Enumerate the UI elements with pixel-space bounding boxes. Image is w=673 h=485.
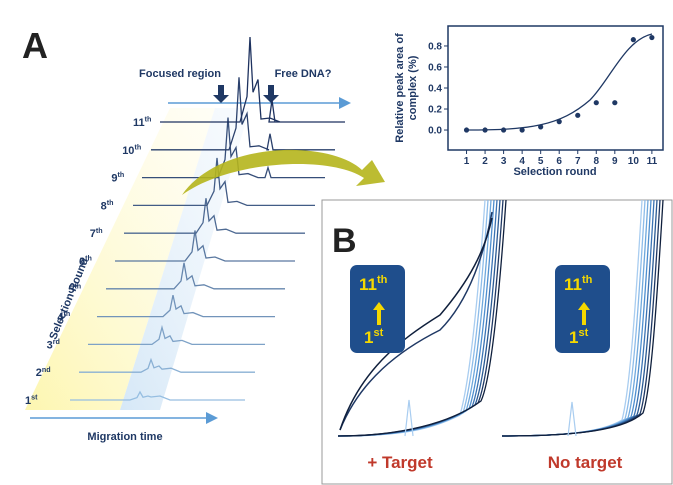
label-sup: rd bbox=[53, 338, 60, 346]
label-sup: nd bbox=[42, 366, 51, 374]
point bbox=[520, 127, 525, 132]
x-tick-label: 2 bbox=[482, 156, 488, 167]
label-base: 11 bbox=[133, 117, 145, 129]
y-tick-label: 0.8 bbox=[428, 41, 442, 52]
label-sup: th bbox=[145, 116, 152, 124]
point bbox=[612, 100, 617, 105]
x-tick-label: 7 bbox=[575, 156, 581, 167]
label-sup: th bbox=[85, 255, 92, 263]
down-arrow bbox=[263, 85, 279, 103]
label-sup: th bbox=[64, 310, 71, 318]
x-tick-label: 4 bbox=[519, 156, 525, 167]
label-sup: st bbox=[578, 327, 588, 339]
round-label: 9th bbox=[111, 171, 124, 184]
y-tick-label: 0.6 bbox=[428, 62, 442, 73]
x-tick-label: 5 bbox=[538, 156, 544, 167]
y-axis-label-line: Relative peak area of bbox=[394, 33, 406, 143]
label-base: 11 bbox=[564, 275, 582, 294]
x-tick-label: 11 bbox=[647, 156, 658, 167]
label-sup: th bbox=[134, 143, 141, 151]
label-base: 1 bbox=[569, 328, 578, 347]
y-axis-label: Relative peak area ofcomplex (%) bbox=[394, 33, 419, 143]
point bbox=[464, 127, 469, 132]
label-base: 11 bbox=[359, 275, 377, 294]
round-label: 10th bbox=[122, 143, 141, 156]
label-base: 10 bbox=[122, 145, 134, 157]
y-axis-label-line: complex (%) bbox=[407, 55, 419, 120]
label-sup: st bbox=[373, 327, 383, 339]
down-arrow bbox=[213, 85, 229, 103]
point bbox=[575, 113, 580, 118]
round-label: 7th bbox=[90, 227, 103, 240]
fit-curve bbox=[466, 34, 652, 130]
y-tick-label: 0.2 bbox=[428, 105, 442, 116]
y-tick-label: 0.4 bbox=[428, 84, 442, 95]
plot-frame bbox=[448, 26, 663, 150]
label-base: 1 bbox=[364, 328, 373, 347]
point bbox=[538, 124, 543, 129]
panel-label: B bbox=[332, 222, 357, 260]
point bbox=[482, 127, 487, 132]
label-sup: th bbox=[74, 282, 81, 290]
label-sup: th bbox=[118, 171, 125, 179]
x-tick-label: 3 bbox=[501, 156, 507, 167]
point bbox=[594, 100, 599, 105]
annotation: Free DNA? bbox=[275, 68, 332, 80]
x-tick-label: 6 bbox=[556, 156, 562, 167]
round-label: 11th bbox=[133, 116, 151, 129]
y-tick-label: 0.0 bbox=[428, 126, 442, 137]
x-tick-label: 10 bbox=[628, 156, 640, 167]
point bbox=[649, 35, 654, 40]
plot-label: + Target bbox=[367, 453, 433, 472]
label-sup: th bbox=[96, 227, 103, 235]
scatter-chart: Relative peak area ofcomplex (%) Selecti… bbox=[394, 26, 663, 178]
annotation: Focused region bbox=[139, 68, 221, 80]
label-sup: th bbox=[107, 199, 114, 207]
x-axis-label: Migration time bbox=[87, 431, 162, 443]
point bbox=[631, 37, 636, 42]
point bbox=[557, 119, 562, 124]
point bbox=[501, 127, 506, 132]
round-label: 8th bbox=[101, 199, 114, 212]
panel-label: A bbox=[22, 25, 48, 66]
label-sup: th bbox=[377, 274, 388, 286]
x-tick-label: 9 bbox=[612, 156, 618, 167]
x-tick-label: 1 bbox=[464, 156, 470, 167]
figure: A Migration time Focused region Free DNA… bbox=[0, 0, 673, 485]
x-axis-label: Selection round bbox=[513, 166, 596, 178]
label-sup: st bbox=[31, 394, 38, 402]
plot-label: No target bbox=[548, 453, 623, 472]
x-tick-label: 8 bbox=[593, 156, 599, 167]
label-sup: th bbox=[582, 274, 593, 286]
